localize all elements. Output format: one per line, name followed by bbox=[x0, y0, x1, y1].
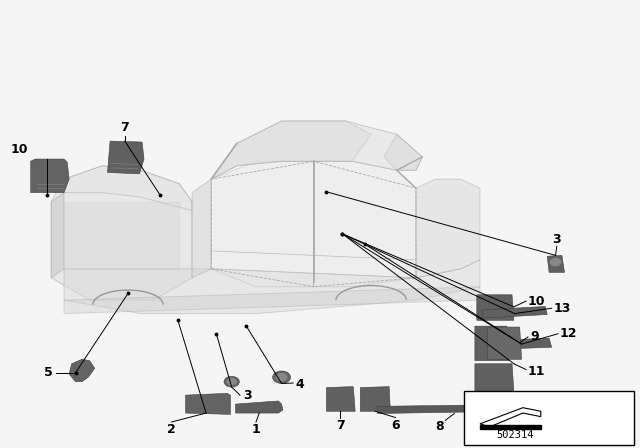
FancyBboxPatch shape bbox=[464, 391, 634, 445]
Polygon shape bbox=[378, 405, 513, 414]
Polygon shape bbox=[192, 179, 211, 278]
Polygon shape bbox=[475, 364, 514, 392]
Text: 7: 7 bbox=[336, 419, 345, 432]
Circle shape bbox=[276, 374, 287, 381]
Text: 9: 9 bbox=[530, 330, 538, 344]
Text: 7: 7 bbox=[120, 121, 129, 134]
Text: 10: 10 bbox=[10, 143, 28, 156]
Polygon shape bbox=[360, 387, 390, 411]
Circle shape bbox=[273, 371, 291, 383]
Polygon shape bbox=[31, 159, 69, 193]
Polygon shape bbox=[384, 134, 422, 170]
Text: 8: 8 bbox=[435, 420, 444, 433]
Circle shape bbox=[550, 258, 561, 266]
Polygon shape bbox=[64, 166, 192, 211]
Polygon shape bbox=[64, 202, 179, 269]
Text: 13: 13 bbox=[554, 302, 571, 315]
Polygon shape bbox=[108, 141, 144, 174]
Text: 3: 3 bbox=[243, 388, 252, 402]
Circle shape bbox=[224, 376, 239, 387]
Text: 3: 3 bbox=[552, 233, 561, 246]
Text: 12: 12 bbox=[560, 327, 577, 340]
Text: 6: 6 bbox=[391, 419, 400, 432]
Polygon shape bbox=[211, 121, 422, 179]
Text: 502314: 502314 bbox=[497, 430, 534, 440]
Polygon shape bbox=[51, 166, 192, 300]
Polygon shape bbox=[492, 338, 552, 349]
Polygon shape bbox=[69, 359, 95, 382]
Polygon shape bbox=[482, 306, 547, 318]
Polygon shape bbox=[51, 193, 64, 278]
Polygon shape bbox=[416, 179, 480, 278]
Polygon shape bbox=[547, 255, 564, 272]
Text: 2: 2 bbox=[167, 423, 176, 436]
Text: 10: 10 bbox=[528, 294, 545, 308]
Polygon shape bbox=[211, 121, 371, 179]
Polygon shape bbox=[211, 161, 416, 287]
Polygon shape bbox=[475, 326, 509, 361]
Polygon shape bbox=[236, 401, 283, 413]
Circle shape bbox=[227, 379, 236, 385]
Polygon shape bbox=[477, 295, 514, 320]
Text: 11: 11 bbox=[528, 365, 545, 379]
Text: 5: 5 bbox=[44, 366, 52, 379]
Polygon shape bbox=[64, 260, 480, 314]
Text: 1: 1 bbox=[252, 423, 260, 436]
Text: 4: 4 bbox=[296, 378, 305, 391]
Polygon shape bbox=[64, 287, 480, 314]
Polygon shape bbox=[480, 425, 541, 429]
Polygon shape bbox=[480, 408, 541, 427]
Polygon shape bbox=[186, 393, 230, 414]
Polygon shape bbox=[326, 387, 355, 411]
Polygon shape bbox=[488, 327, 522, 359]
